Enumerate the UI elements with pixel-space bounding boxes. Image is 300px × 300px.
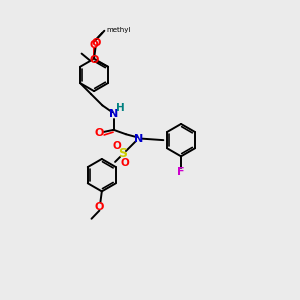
Text: N: N [109, 109, 118, 118]
Text: O: O [89, 55, 99, 65]
Text: F: F [177, 167, 185, 177]
Text: methyl: methyl [107, 27, 131, 33]
Text: O: O [92, 38, 101, 48]
Text: N: N [134, 134, 143, 144]
Text: O: O [120, 158, 129, 168]
Text: O: O [112, 141, 121, 151]
Text: O: O [90, 40, 98, 50]
Text: O: O [95, 202, 104, 212]
Text: H: H [116, 103, 124, 113]
Text: S: S [118, 148, 127, 160]
Text: O: O [94, 128, 104, 138]
